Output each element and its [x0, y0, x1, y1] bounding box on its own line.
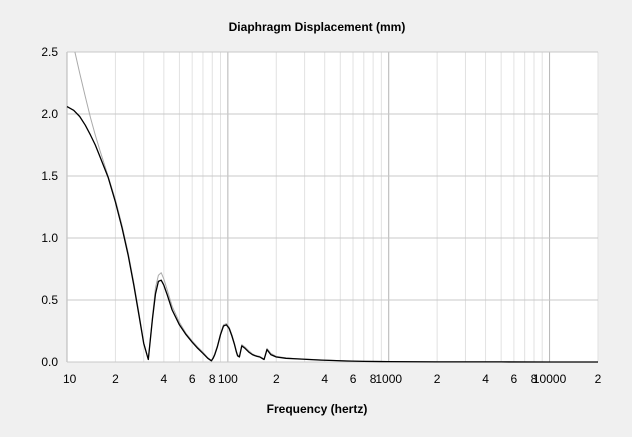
chart-title: Diaphragm Displacement (mm) — [229, 20, 406, 34]
x-tick-label: 4 — [161, 372, 168, 386]
series-layer — [66, 51, 598, 363]
plot-area — [67, 52, 598, 362]
x-tick-label: 8 — [370, 372, 377, 386]
x-tick-label: 10000 — [533, 372, 567, 386]
grid — [66, 51, 599, 363]
y-tick-label: 2.0 — [41, 107, 58, 121]
x-tick-label: 10 — [63, 372, 77, 386]
y-tick-label: 1.0 — [41, 231, 58, 245]
y-tick-label: 0.0 — [41, 355, 58, 369]
x-tick-label: 2 — [434, 372, 441, 386]
x-tick-label: 2 — [595, 372, 602, 386]
x-tick-label: 1000 — [375, 372, 402, 386]
x-tick-label: 100 — [218, 372, 238, 386]
x-tick-label: 2 — [273, 372, 280, 386]
y-tick-label: 0.5 — [41, 293, 58, 307]
x-tick-label: 8 — [531, 372, 538, 386]
x-tick-label: 8 — [209, 372, 216, 386]
series-line-black — [66, 106, 598, 363]
y-tick-label: 2.5 — [41, 45, 58, 59]
x-tick-label: 4 — [482, 372, 489, 386]
x-tick-label: 2 — [112, 372, 119, 386]
x-tick-label: 4 — [321, 372, 328, 386]
x-tick-label: 6 — [511, 372, 518, 386]
x-tick-label: 6 — [350, 372, 357, 386]
x-tick-label: 6 — [189, 372, 196, 386]
x-axis-label: Frequency (hertz) — [267, 402, 368, 416]
y-tick-label: 1.5 — [41, 169, 58, 183]
y-tick-labels: 0.0 0.5 1.0 1.5 2.0 2.5 — [41, 45, 58, 369]
